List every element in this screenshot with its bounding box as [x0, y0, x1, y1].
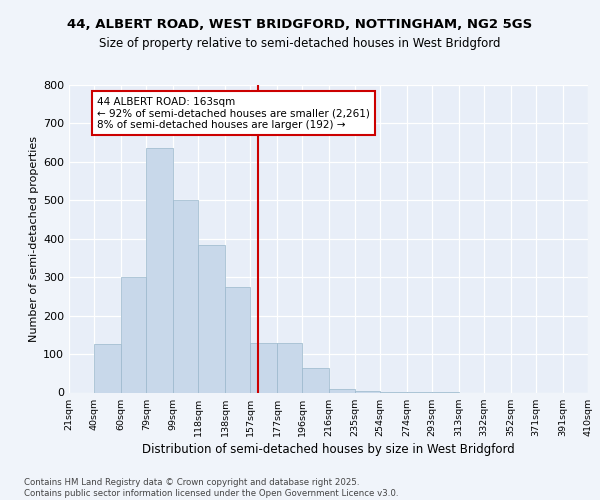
- Text: Size of property relative to semi-detached houses in West Bridgford: Size of property relative to semi-detach…: [99, 38, 501, 51]
- Y-axis label: Number of semi-detached properties: Number of semi-detached properties: [29, 136, 39, 342]
- Bar: [121, 277, 146, 392]
- Bar: [329, 388, 355, 392]
- Bar: [250, 342, 277, 392]
- Text: 44 ALBERT ROAD: 163sqm
← 92% of semi-detached houses are smaller (2,261)
8% of s: 44 ALBERT ROAD: 163sqm ← 92% of semi-det…: [97, 96, 370, 130]
- Bar: [225, 287, 250, 393]
- Bar: [355, 390, 380, 392]
- Text: Contains HM Land Registry data © Crown copyright and database right 2025.
Contai: Contains HM Land Registry data © Crown c…: [24, 478, 398, 498]
- Bar: [173, 200, 199, 392]
- Bar: [146, 148, 173, 392]
- Bar: [199, 244, 225, 392]
- X-axis label: Distribution of semi-detached houses by size in West Bridgford: Distribution of semi-detached houses by …: [142, 443, 515, 456]
- Text: 44, ALBERT ROAD, WEST BRIDGFORD, NOTTINGHAM, NG2 5GS: 44, ALBERT ROAD, WEST BRIDGFORD, NOTTING…: [67, 18, 533, 30]
- Bar: [277, 342, 302, 392]
- Bar: [94, 344, 121, 393]
- Bar: [302, 368, 329, 392]
